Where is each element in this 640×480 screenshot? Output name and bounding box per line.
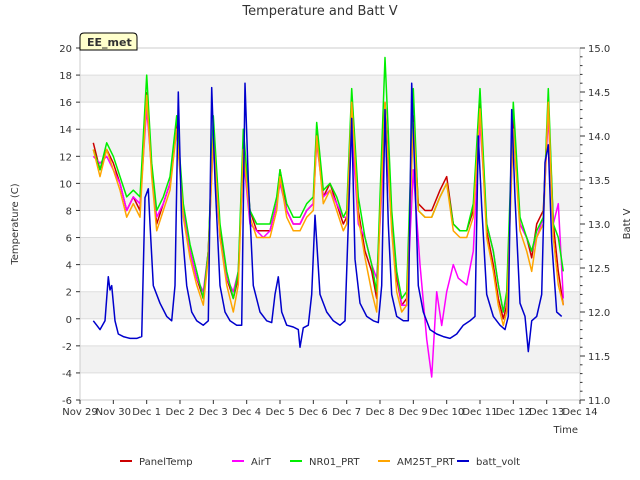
x-tick-label: Dec 11 <box>462 407 497 418</box>
y-tick-label: -2 <box>62 342 72 353</box>
y2-tick-label: 14.5 <box>588 88 610 99</box>
series-line-batt-volt <box>92 82 563 353</box>
y-tick-label: 12 <box>59 152 72 163</box>
y2-tick-label: 12.5 <box>588 264 610 275</box>
y-tick-label: 20 <box>59 44 72 55</box>
y-tick-label: 18 <box>59 71 72 82</box>
x-tick-label: Nov 29 <box>62 407 97 418</box>
y-tick-label: 2 <box>66 288 72 299</box>
series-layer <box>92 56 565 378</box>
x-tick-label: Dec 3 <box>199 407 228 418</box>
plot-band <box>80 129 580 157</box>
x-tick-label: Dec 12 <box>496 407 531 418</box>
legend-label-nr01-prt: NR01_PRT <box>309 457 360 468</box>
x-tick-label: Dec 14 <box>562 407 597 418</box>
station-badge: EE_met <box>79 32 138 51</box>
y2-tick-label: 12.0 <box>588 308 610 319</box>
x-tick-label: Dec 5 <box>266 407 295 418</box>
x-tick-label: Dec 10 <box>429 407 464 418</box>
chart-title: Temperature and Batt V <box>241 4 397 19</box>
x-tick-label: Dec 8 <box>366 407 395 418</box>
y2-tick-label: 11.5 <box>588 352 610 363</box>
x-tick-label: Dec 2 <box>166 407 195 418</box>
x-tick-label: Dec 6 <box>299 407 328 418</box>
legend: PanelTemp AirT NR01_PRT AM25T_PRT batt_volt <box>120 457 520 468</box>
y-tick-label: 0 <box>66 315 72 326</box>
y2-tick-label: 13.0 <box>588 220 610 231</box>
x-tick-label: Dec 1 <box>132 407 161 418</box>
y-tick-label: -4 <box>62 369 72 380</box>
legend-label-batt-volt: batt_volt <box>476 457 520 468</box>
legend-label-am25t-prt: AM25T_PRT <box>397 457 456 468</box>
legend-label-airt: AirT <box>251 457 272 468</box>
x-tick-label: Dec 13 <box>529 407 564 418</box>
y-tick-label: 10 <box>59 179 72 190</box>
y2-tick-label: 14.0 <box>588 132 610 143</box>
series-line-nr01-prt <box>92 56 565 313</box>
y2-tick-label: 11.0 <box>588 396 610 407</box>
plot-bands <box>80 75 580 373</box>
x-tick-label: Dec 9 <box>399 407 428 418</box>
y-tick-label: -6 <box>62 396 72 407</box>
plot-band <box>80 75 580 103</box>
y2-axis-label: Batt V <box>622 208 633 239</box>
legend-label-paneltemp: PanelTemp <box>139 457 193 468</box>
series-line-am25t-prt <box>92 94 565 327</box>
y-tick-label: 4 <box>66 261 72 272</box>
y-tick-label: 6 <box>66 234 72 245</box>
station-badge-label: EE_met <box>87 36 132 49</box>
y2-tick-label: 13.5 <box>588 176 610 187</box>
x-tick-label: Dec 4 <box>232 407 261 418</box>
x-tick-label: Dec 7 <box>332 407 361 418</box>
y-tick-label: 8 <box>66 206 72 217</box>
station-badge-box <box>79 32 138 51</box>
plot-band <box>80 345 580 373</box>
plot-band <box>80 237 580 265</box>
y-tick-label: 16 <box>59 98 72 109</box>
y-axis-label: Temperature (C) <box>10 183 21 265</box>
y-tick-label: 14 <box>59 125 72 136</box>
left-axis: -6 -4 -2 0 2 4 6 8 10 12 14 16 18 20 <box>59 44 80 407</box>
x-tick-label: Nov 30 <box>96 407 131 418</box>
y2-tick-label: 15.0 <box>588 44 610 55</box>
right-axis: 11.0 11.5 12.0 12.5 13.0 13.5 14.0 14.5 15.0 <box>580 44 610 407</box>
x-axis-label: Time <box>553 425 578 436</box>
